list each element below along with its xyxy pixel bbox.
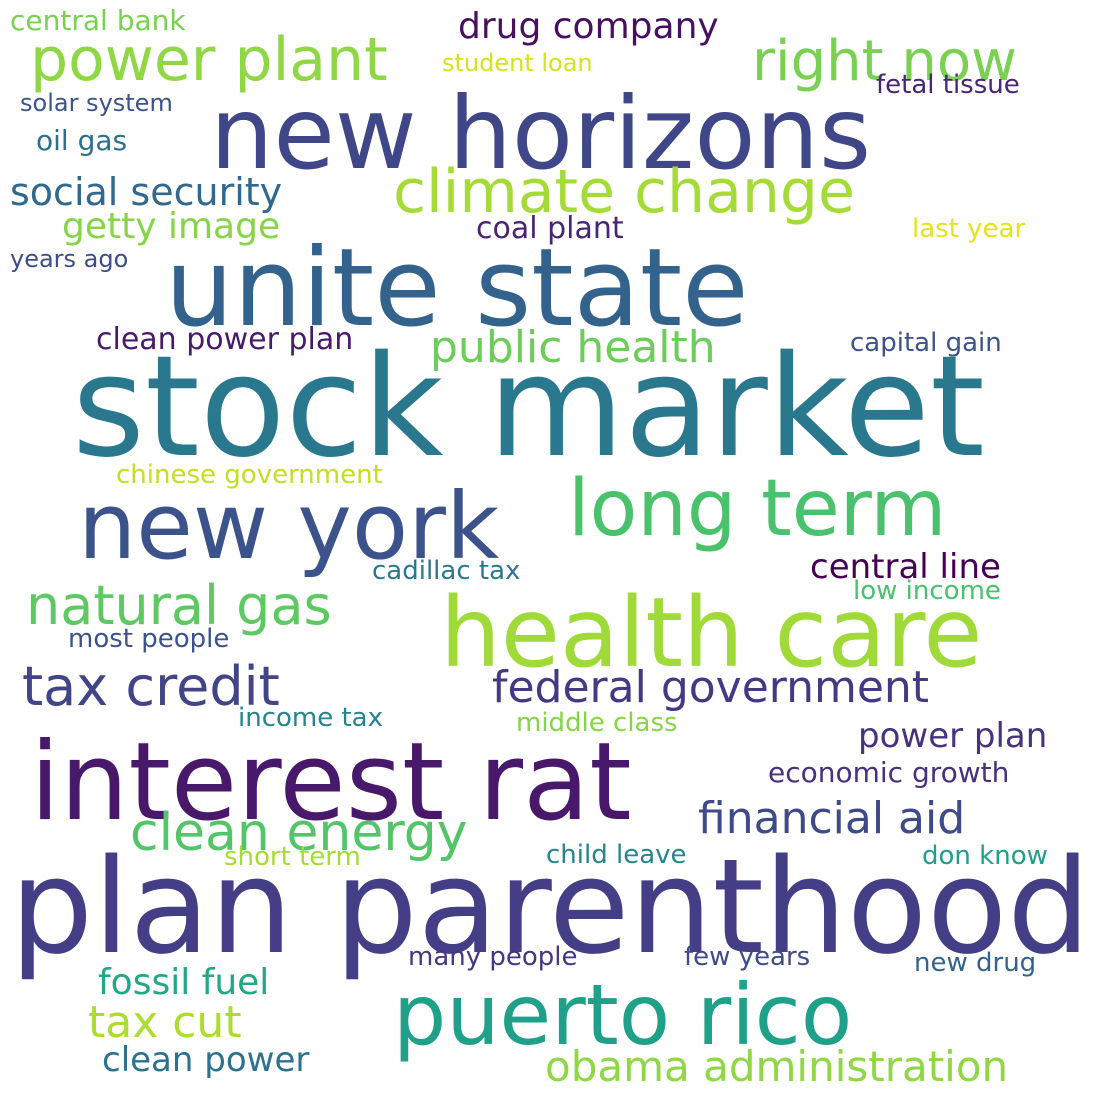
word-unite-state: unite state [165,226,749,351]
word-drug-company: drug company [458,6,719,47]
word-new-drug: new drug [914,948,1037,978]
word-getty-image: getty image [62,206,281,247]
word-tax-cut: tax cut [88,997,242,1048]
word-solar-system: solar system [20,89,173,117]
word-income-tax: income tax [238,703,384,733]
word-central-line: central line [810,547,1001,587]
word-puerto-rico: puerto rico [393,966,853,1064]
word-chinese-government: chinese government [116,460,383,490]
word-fetal-tissue: fetal tissue [876,70,1020,100]
word-financial-aid: financial aid [698,793,966,844]
word-climate-change: climate change [393,157,855,227]
word-child-leave: child leave [546,840,687,870]
word-years-ago: years ago [10,245,129,273]
word-student-loan: student loan [442,49,593,77]
word-few-years: few years [684,942,811,972]
word-middle-class: middle class [516,708,678,738]
word-power-plan: power plan [858,716,1048,756]
word-power-plant: power plant [30,25,388,95]
word-new-york: new york [78,473,500,580]
word-many-people: many people [408,942,578,972]
word-public-health: public health [430,322,716,373]
word-long-term: long term [568,464,947,554]
word-short-term: short term [224,842,361,872]
word-interest-rat: interest rat [30,720,632,845]
word-cadillac-tax: cadillac tax [372,556,521,586]
word-federal-government: federal government [492,662,930,713]
word-tax-credit: tax credit [22,655,280,718]
word-health-care: health care [440,577,983,689]
word-central-bank: central bank [10,4,186,37]
word-oil-gas: oil gas [36,124,128,157]
word-most-people: most people [68,624,230,654]
word-coal-plant: coal plant [476,211,624,246]
word-economic-growth: economic growth [768,756,1010,789]
word-capital-gain: capital gain [850,328,1002,358]
word-clean-power: clean power [102,1040,310,1080]
word-fossil-fuel: fossil fuel [98,962,270,1003]
word-stock-market: stock market [72,326,985,489]
word-clean-energy: clean energy [130,803,468,863]
word-don-know: don know [922,841,1048,871]
word-natural-gas: natural gas [26,574,332,637]
word-low-income: low income [853,576,1001,606]
word-plan-parenthood: plan parenthood [10,830,1091,983]
word-right-now: right now [752,29,1017,94]
word-new-horizons: new horizons [210,75,872,192]
word-obama-administration: obama administration [545,1042,1009,1091]
word-social-security: social security [10,170,283,214]
word-last-year: last year [912,214,1026,244]
word-clean-power-plan: clean power plan [96,322,354,357]
